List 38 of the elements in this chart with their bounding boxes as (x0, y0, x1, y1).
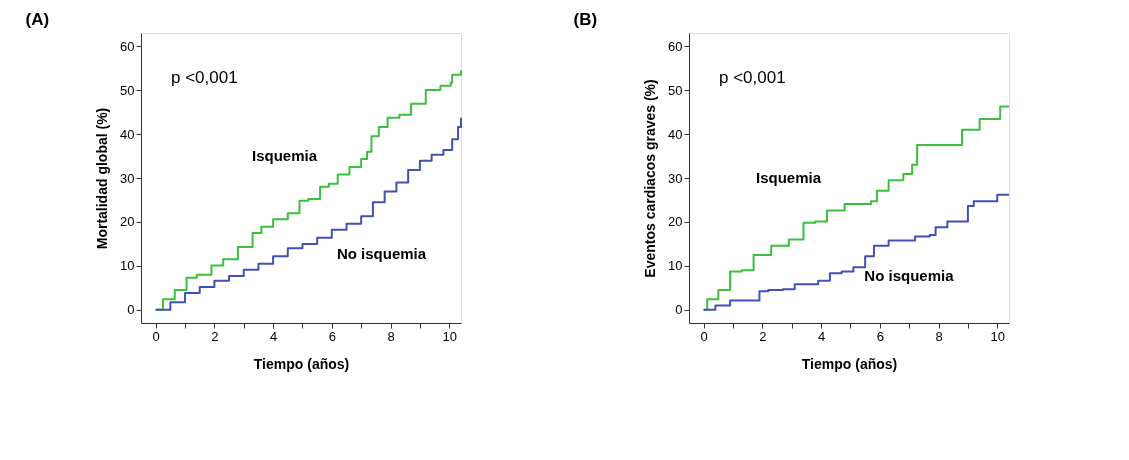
y-tick-label: 0 (127, 302, 135, 318)
x-tick-label: 8 (935, 328, 943, 344)
x-tick-label: 2 (211, 328, 219, 344)
x-tick-label: 4 (269, 328, 278, 344)
y-tick-label: 10 (120, 258, 135, 274)
y-axis-title: Eventos cardiacos graves (%) (642, 79, 659, 278)
x-tick-label: 4 (817, 328, 826, 344)
y-tick-label: 60 (120, 38, 135, 54)
y-tick-label: 50 (668, 82, 683, 98)
x-tick-label: 6 (328, 328, 336, 344)
x-tick-label: 10 (442, 328, 457, 344)
y-tick-label: 20 (120, 214, 135, 230)
y-tick-label: 60 (668, 38, 683, 54)
y-tick-label: 40 (668, 126, 683, 142)
x-tick-label: 6 (876, 328, 884, 344)
annotation: p <0,001 (719, 68, 786, 87)
y-tick-label: 20 (668, 214, 683, 230)
y-tick-label: 10 (668, 258, 683, 274)
series-label: Isquemia (755, 168, 822, 186)
y-axis-title: Mortalidad global (%) (94, 107, 111, 250)
x-tick-label: 8 (387, 328, 395, 344)
annotation: p <0,001 (171, 68, 238, 87)
x-tick-label: 0 (700, 328, 708, 344)
x-axis-title: Tiempo (años) (253, 355, 350, 372)
y-tick-label: 0 (675, 302, 683, 318)
x-tick-label: 0 (152, 328, 160, 344)
x-tick-label: 10 (990, 328, 1005, 344)
y-tick-label: 30 (120, 170, 135, 186)
y-tick-label: 40 (120, 126, 135, 142)
series-label: Isquemia (252, 146, 318, 164)
chart-title: (B) (573, 10, 598, 29)
chart-title: (A) (25, 10, 50, 29)
y-tick-label: 50 (120, 82, 135, 98)
series-label: No isquemia (336, 244, 427, 262)
y-tick-label: 30 (668, 170, 683, 186)
x-tick-label: 2 (759, 328, 767, 344)
x-axis-title: Tiempo (años) (801, 355, 898, 372)
series-label: No isquemia (864, 266, 955, 284)
